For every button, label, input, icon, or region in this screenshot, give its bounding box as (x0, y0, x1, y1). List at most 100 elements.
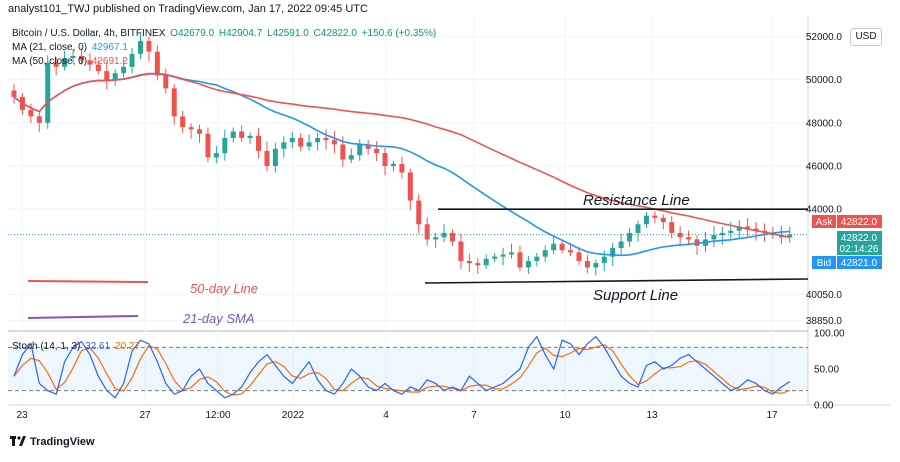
time-tick-label: 12:00 (205, 410, 230, 421)
ask-tag-label: Ask (816, 217, 834, 228)
candle-body (568, 250, 574, 253)
ma21-legend-value: 42967.1 (91, 42, 128, 53)
time-tick-label: 10 (559, 410, 571, 421)
symbol-legend: Bitcoin / U.S. Dollar, 4h, BITFINEX O426… (12, 28, 438, 39)
candle-body (11, 90, 17, 97)
ma50-legend: MA (50, close, 0) 42691.2 (12, 56, 130, 67)
stoch-d-value: 20.27 (114, 341, 140, 352)
ask-tag-value-bg (837, 215, 882, 228)
candle-body (78, 55, 84, 61)
candle-body (416, 200, 422, 225)
candle-body (36, 116, 42, 123)
candle-body (197, 129, 203, 134)
price-tick-label: 46000.0 (806, 162, 843, 173)
candle-body (492, 256, 498, 259)
candle-body (390, 163, 396, 167)
candle-body (306, 142, 312, 147)
candle-body (298, 137, 304, 147)
time-tick-label: 27 (139, 410, 151, 421)
stoch-tick-label: 0.00 (814, 401, 834, 412)
candle-body (618, 241, 624, 249)
ask-tag-value: 42822.0 (841, 217, 878, 228)
candle-body (449, 232, 455, 242)
candle-body (374, 148, 380, 154)
candle-body (584, 260, 590, 268)
stoch-tick-label: 50.00 (814, 365, 839, 376)
candle-body (331, 140, 337, 145)
candle-body (433, 237, 439, 240)
candle-body (256, 135, 262, 151)
candle-body (745, 226, 751, 229)
last-price-tag-bg (837, 231, 882, 255)
bid-tag-label: Bid (817, 258, 831, 269)
price-tick-label: 50000.0 (806, 75, 843, 86)
candle-body (104, 71, 110, 80)
candle-body (601, 256, 607, 264)
candle-body (264, 150, 270, 167)
ma21-legend-label: MA (21, close, 0) (12, 42, 88, 53)
bid-tag-value-bg (837, 256, 882, 269)
candle-body (686, 237, 692, 240)
candle-body (45, 62, 51, 123)
candle-body (382, 153, 388, 167)
candle-body (736, 226, 742, 231)
candle-body (542, 250, 548, 257)
candle-body (289, 137, 295, 143)
candle-body (163, 75, 169, 89)
candle-body (348, 155, 354, 160)
candle-body (180, 116, 186, 128)
candle-body (239, 131, 245, 138)
candle-body (483, 258, 489, 266)
ma50-annotation-line (27, 280, 149, 283)
candle-body (475, 263, 481, 266)
candle-body (365, 144, 371, 149)
candle-body (188, 127, 194, 130)
candle-body (660, 217, 666, 223)
candle-body (340, 144, 346, 160)
last-price-value: 42822.0 (841, 233, 878, 244)
candle-body (407, 172, 413, 201)
candle-body (247, 135, 253, 138)
ma50-line (13, 73, 790, 239)
ma21-legend: MA (21, close, 0) 42967.1 (12, 42, 130, 53)
bar-countdown: 02:14:26 (840, 244, 879, 255)
candle-body (154, 51, 160, 76)
support-level-line (424, 278, 809, 284)
stoch-k-value: 32.61 (85, 341, 111, 352)
candle-body (121, 66, 127, 74)
high-value: H42904.7 (218, 28, 263, 39)
candle-body (719, 232, 725, 236)
candle-body (146, 40, 152, 52)
symbol-name: Bitcoin / U.S. Dollar, 4h, BITFINEX (12, 28, 166, 39)
candle-body (323, 137, 329, 141)
open-value: O42679.0 (170, 28, 215, 39)
price-tick-label: 40050.0 (806, 290, 843, 301)
currency-button[interactable]: USD (850, 28, 882, 46)
ma50-legend-label: MA (50, close, 0) (12, 56, 88, 67)
stoch-d-line (13, 344, 791, 396)
time-tick-label: 7 (471, 410, 477, 421)
candle-body (559, 243, 565, 251)
footer-brand[interactable]: TradingView (10, 436, 95, 448)
candle-body (711, 235, 717, 240)
price-tick-label: 44000.0 (806, 205, 843, 216)
candle-body (610, 248, 616, 257)
change-value: +150.6 (+0.35%) (361, 28, 437, 39)
footer-brand-label: TradingView (30, 436, 95, 448)
time-tick-label: 13 (646, 410, 658, 421)
candle-body (635, 224, 641, 233)
candle-body (669, 222, 675, 233)
candle-body (458, 241, 464, 261)
time-tick-label: 17 (766, 410, 778, 421)
candle-body (205, 133, 211, 158)
support-label: Support Line (593, 287, 678, 304)
candle-body (357, 144, 363, 156)
candle-body (213, 153, 219, 158)
candle-body (652, 215, 658, 218)
time-tick-label: 2022 (282, 410, 305, 421)
price-tick-label: 38850.0 (806, 316, 843, 327)
candle-body (593, 263, 599, 268)
candle-body (399, 163, 405, 173)
price-tick-label: 48000.0 (806, 118, 843, 129)
